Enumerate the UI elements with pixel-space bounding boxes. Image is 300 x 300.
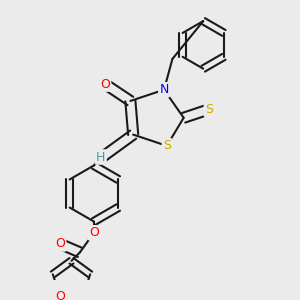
Text: O: O xyxy=(55,238,65,250)
Text: O: O xyxy=(89,226,99,239)
Text: S: S xyxy=(163,139,171,152)
Text: H: H xyxy=(96,151,106,164)
Text: O: O xyxy=(100,78,110,91)
Text: O: O xyxy=(55,290,65,300)
Text: N: N xyxy=(159,83,169,96)
Text: S: S xyxy=(205,103,213,116)
